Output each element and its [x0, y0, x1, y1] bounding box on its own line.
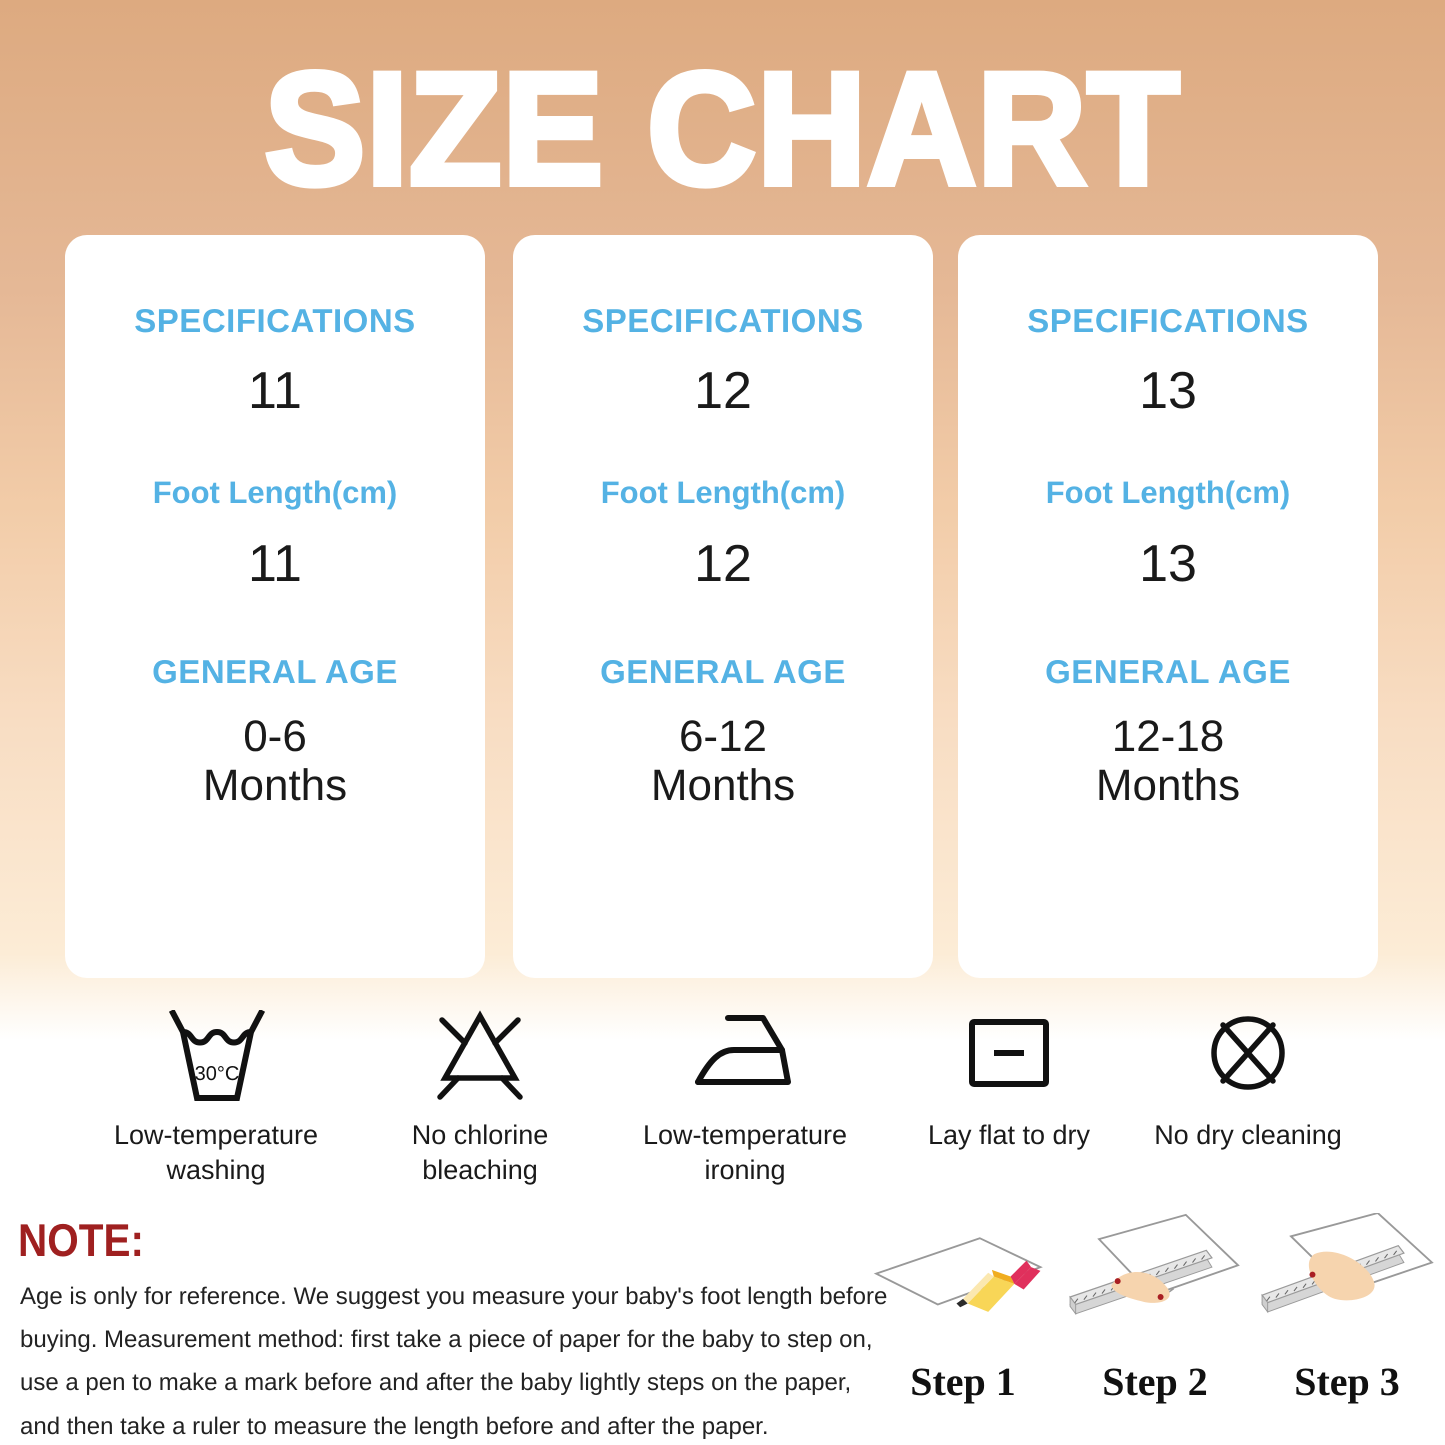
svg-text:30°C: 30°C: [195, 1063, 240, 1085]
